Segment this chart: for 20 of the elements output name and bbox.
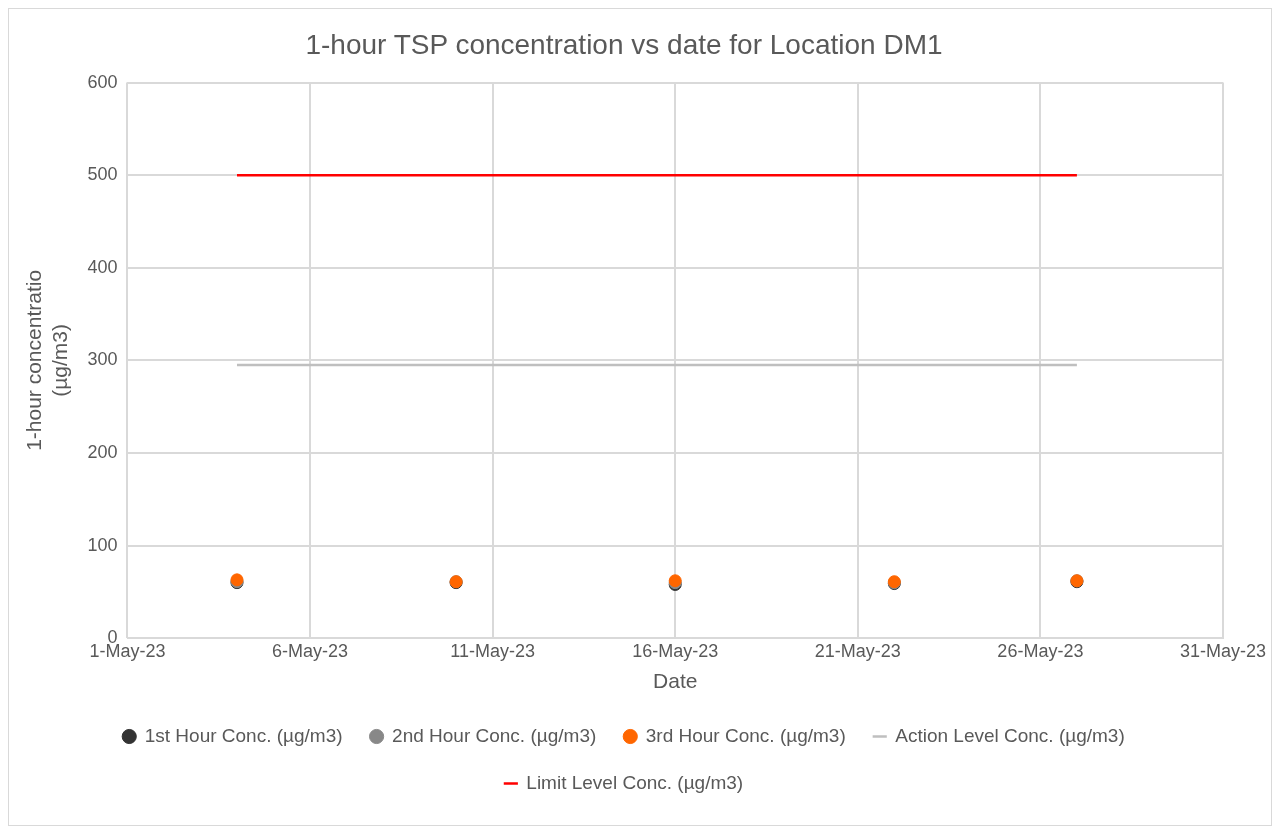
y-tick-label: 400 (87, 256, 118, 277)
x-tick-label: 6-May-23 (272, 640, 349, 661)
y-axis-title: 1-hour concentratio (µg/m3) (22, 269, 71, 451)
legend-label: 1st Hour Conc. (µg/m3) (144, 724, 343, 746)
x-tick-label: 11-May-23 (450, 640, 535, 661)
x-tick-label: 21-May-23 (814, 640, 901, 661)
legend-label: Limit Level Conc. (µg/m3) (526, 771, 744, 793)
y-tick-label: 100 (87, 534, 118, 555)
y-tick-label: 600 (87, 71, 118, 92)
legend-label: 3rd Hour Conc. (µg/m3) (645, 724, 846, 746)
y-tick-label: 300 (87, 349, 118, 370)
legend-label: Action Level Conc. (µg/m3) (895, 724, 1125, 746)
x-tick-label: 26-May-23 (997, 640, 1084, 661)
x-tick-label: 31-May-23 (1179, 640, 1267, 661)
x-axis-title: Date (653, 669, 698, 693)
chart-title: 1-hour TSP concentration vs date for Location DM1 (305, 28, 943, 60)
x-tick-label: 16-May-23 (632, 640, 719, 661)
y-tick-label: 500 (87, 164, 118, 185)
legend-label: 2nd Hour Conc. (µg/m3) (392, 724, 597, 746)
y-tick-label: 200 (87, 441, 118, 462)
